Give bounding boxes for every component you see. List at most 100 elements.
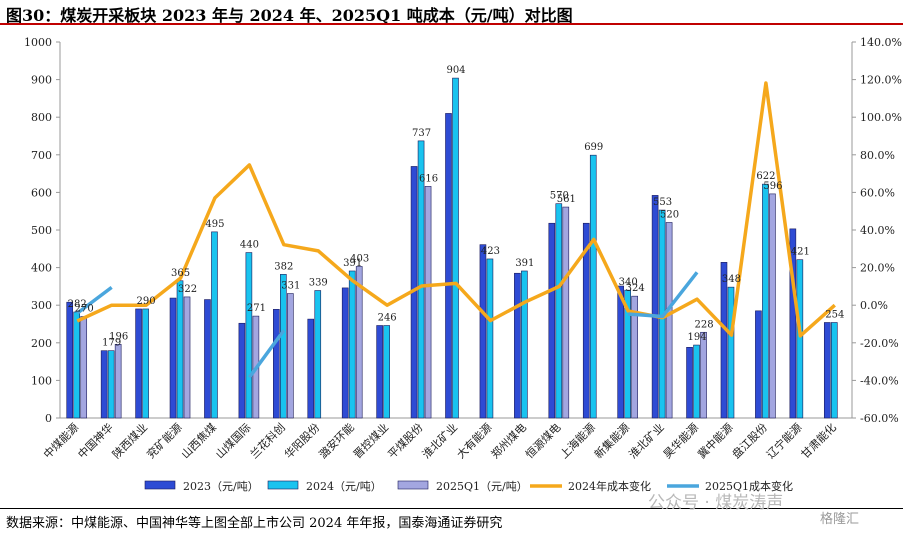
legend-label: 2024年成本变化 bbox=[568, 479, 651, 493]
data-label: 570 bbox=[550, 191, 569, 202]
bar bbox=[100, 350, 108, 419]
y-left-tick-label: 200 bbox=[31, 337, 52, 350]
bar bbox=[720, 262, 728, 419]
bar bbox=[823, 322, 831, 419]
bar bbox=[314, 290, 322, 419]
x-tick-label: 昊华能源 bbox=[660, 420, 701, 461]
bar bbox=[417, 140, 425, 419]
data-label: 423 bbox=[481, 246, 500, 257]
data-label: 365 bbox=[171, 268, 190, 279]
legend: 2023（元/吨） 2024（元/吨） 2025Q1（元/吨） 2024年成本变化 20… bbox=[144, 479, 793, 493]
x-tick-label: 淮北矿业 bbox=[626, 421, 666, 461]
bar bbox=[562, 206, 570, 419]
x-tick-label: 甘肃能化 bbox=[798, 420, 839, 461]
x-tick-label: 华阳股份 bbox=[281, 420, 322, 461]
bar bbox=[548, 222, 556, 419]
y-left-tick-label: 100 bbox=[31, 374, 52, 387]
source-note: 数据来源：中煤能源、中国神华等上图全部上市公司 2024 年年报，国泰海通证券研… bbox=[6, 516, 503, 531]
bar bbox=[280, 274, 287, 419]
x-tick-label: 大有能源 bbox=[454, 420, 495, 461]
bar bbox=[589, 154, 597, 419]
bar bbox=[287, 293, 294, 419]
y-left-tick-label: 500 bbox=[31, 224, 52, 237]
series-line bbox=[628, 271, 699, 319]
page-title: 图30：煤炭开采板块 2023 年与 2024 年、2025Q1 吨成本（元/吨… bbox=[6, 6, 573, 25]
data-label: 194 bbox=[687, 332, 706, 343]
bar bbox=[169, 297, 177, 419]
bar bbox=[211, 231, 218, 419]
x-tick-label: 盘江股份 bbox=[729, 420, 770, 461]
y-right-tick-label: 0.0% bbox=[860, 299, 888, 312]
data-label: 403 bbox=[350, 253, 369, 264]
bar bbox=[135, 308, 142, 419]
data-label: 553 bbox=[653, 197, 672, 208]
legend-swatch bbox=[267, 480, 299, 490]
data-label: 270 bbox=[75, 303, 94, 314]
y-right-tick-label: -20.0% bbox=[860, 337, 899, 350]
bar bbox=[273, 309, 280, 419]
data-label: 179 bbox=[102, 338, 121, 349]
data-label: 520 bbox=[660, 209, 679, 220]
bar bbox=[107, 350, 115, 419]
bar bbox=[73, 311, 81, 419]
bar bbox=[624, 289, 631, 419]
x-tick-label: 淮北矿业 bbox=[420, 421, 460, 461]
legend-swatch bbox=[144, 480, 176, 490]
legend-label: 2025Q1成本变化 bbox=[705, 479, 793, 493]
x-tick-label: 中国神华 bbox=[75, 420, 116, 461]
bar bbox=[383, 325, 390, 419]
data-label: 737 bbox=[412, 128, 431, 139]
bar bbox=[514, 272, 521, 419]
bar bbox=[686, 347, 693, 419]
y-left-tick-label: 600 bbox=[31, 186, 52, 199]
bar bbox=[183, 296, 191, 419]
data-label: 324 bbox=[626, 283, 645, 294]
y-right-tick-label: 100.0% bbox=[860, 111, 902, 124]
x-tick-label: 辽宁能源 bbox=[763, 420, 804, 461]
bars bbox=[66, 77, 838, 419]
data-label: 340 bbox=[619, 277, 638, 288]
series-line bbox=[76, 285, 113, 315]
bar bbox=[176, 280, 184, 419]
y-left-tick-label: 300 bbox=[31, 299, 52, 312]
data-label: 904 bbox=[446, 65, 465, 76]
data-label: 616 bbox=[419, 173, 438, 184]
bar bbox=[355, 266, 363, 419]
bar bbox=[238, 322, 246, 419]
data-label: 622 bbox=[756, 171, 775, 182]
bar bbox=[521, 270, 528, 419]
bar bbox=[582, 222, 590, 419]
data-label: 271 bbox=[247, 303, 266, 314]
bar bbox=[651, 195, 659, 419]
bar bbox=[555, 203, 563, 419]
x-tick-label: 郑州煤电 bbox=[488, 420, 529, 461]
title-rule bbox=[0, 23, 903, 25]
bar bbox=[486, 258, 494, 419]
data-label: 331 bbox=[281, 281, 300, 292]
bar bbox=[245, 252, 253, 419]
legend-label: 2024（元/吨） bbox=[306, 480, 382, 493]
bar bbox=[142, 308, 149, 419]
x-tick-label: 山煤国际 bbox=[213, 421, 253, 461]
x-tick-label: 山西焦煤 bbox=[179, 421, 219, 461]
x-tick-label: 中煤能源 bbox=[40, 420, 81, 461]
bar bbox=[307, 318, 315, 419]
data-label: 699 bbox=[584, 142, 603, 153]
bar bbox=[114, 344, 122, 419]
data-label: 339 bbox=[309, 278, 328, 289]
bar bbox=[204, 299, 211, 419]
data-label: 196 bbox=[109, 331, 128, 342]
bar bbox=[665, 222, 673, 419]
bar bbox=[80, 316, 88, 419]
data-labels: 282 179 290 365 495 440 382 339 391 246 737 904 423 3… bbox=[68, 65, 845, 349]
x-tick-label: 冀中能源 bbox=[695, 420, 736, 461]
bar bbox=[376, 325, 383, 419]
x-tick-label: 兰花科创 bbox=[247, 420, 288, 461]
bar bbox=[452, 77, 459, 419]
bar bbox=[348, 270, 356, 419]
data-label: 382 bbox=[274, 261, 293, 272]
bar bbox=[445, 113, 452, 419]
data-label: 391 bbox=[343, 258, 362, 269]
series-line bbox=[76, 81, 836, 338]
bar bbox=[727, 286, 735, 419]
